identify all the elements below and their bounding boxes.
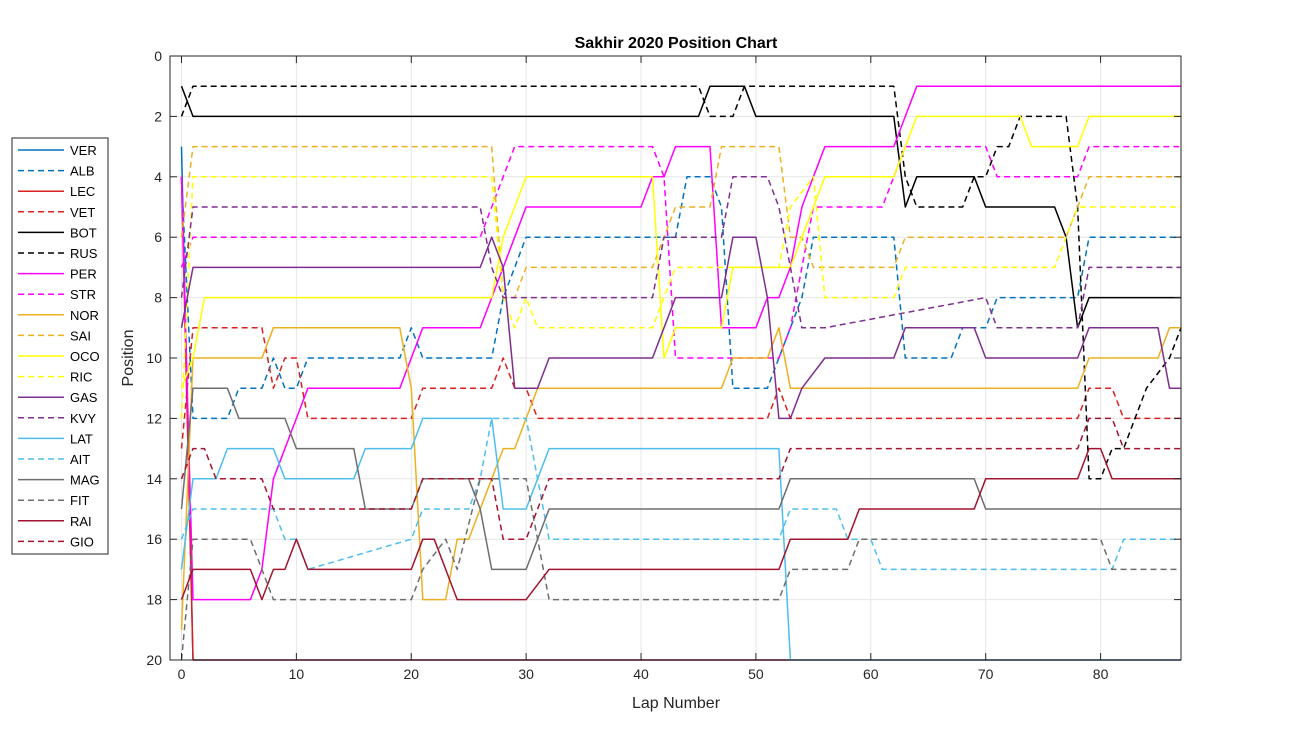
x-tick-label: 60: [863, 666, 879, 682]
y-axis-title: Position: [120, 330, 137, 387]
y-tick-label: 12: [146, 410, 162, 426]
legend-label-lec: LEC: [70, 184, 95, 199]
legend-box: [11, 137, 109, 555]
series-line-alb: [180, 176, 1181, 420]
legend: VER ALB LEC VET BOT RUS PER STR NOR SAI OCO RIC GAS K…: [11, 137, 109, 555]
series-line-str: [180, 145, 1181, 359]
series-line-per: [180, 85, 1181, 601]
legend-label-fit: FIT: [70, 493, 90, 508]
legend-label-gio: GIO: [70, 534, 94, 549]
legend-label-per: PER: [70, 267, 97, 282]
y-tick-label: 18: [146, 592, 162, 608]
series-line-bot: [180, 85, 1181, 329]
legend-label-bot: BOT: [70, 225, 97, 240]
legend-label-rai: RAI: [70, 514, 92, 529]
series-line-ait: [180, 417, 1181, 571]
legend-label-lat: LAT: [70, 431, 93, 446]
legend-label-sai: SAI: [70, 328, 91, 343]
legend-label-ait: AIT: [70, 452, 90, 467]
series-line-rai: [180, 447, 1181, 601]
chart-title: Sakhir 2020 Position Chart: [575, 35, 778, 52]
y-tick-label: 0: [154, 48, 162, 64]
y-tick-label: 16: [146, 531, 162, 547]
series-line-vet: [180, 327, 1181, 449]
x-tick-label: 70: [978, 666, 994, 682]
x-tick-label: 20: [403, 666, 419, 682]
x-tick-label: 40: [633, 666, 649, 682]
series-line-nor: [180, 327, 1181, 630]
y-tick-label: 10: [146, 350, 162, 366]
series-line-gas: [180, 236, 1181, 420]
axis-ticks: 0 10 20 30 40 50 60 70 80 0 2 4 6 8 10 12 14 16 18 20: [146, 48, 1181, 682]
y-tick-label: 14: [146, 471, 162, 487]
x-axis-title: Lap Number: [632, 695, 721, 712]
x-tick-label: 30: [518, 666, 534, 682]
legend-label-str: STR: [70, 287, 96, 302]
series-line-rus: [180, 85, 1182, 480]
y-tick-label: 4: [154, 169, 162, 185]
legend-label-vet: VET: [70, 205, 95, 220]
y-tick-label: 8: [154, 290, 162, 306]
legend-label-ric: RIC: [70, 370, 92, 385]
series-line-lat: [180, 417, 1181, 661]
legend-label-mag: MAG: [70, 473, 100, 488]
series-line-kvy: [180, 176, 1181, 329]
y-tick-label: 2: [154, 108, 162, 124]
legend-label-kvy: KVY: [70, 411, 96, 426]
series-lines: [180, 85, 1182, 661]
x-tick-label: 0: [178, 666, 186, 682]
legend-label-rus: RUS: [70, 246, 98, 261]
series-line-sai: [180, 145, 1181, 299]
legend-label-nor: NOR: [70, 308, 99, 323]
x-tick-label: 10: [289, 666, 305, 682]
x-tick-label: 50: [748, 666, 764, 682]
legend-label-alb: ALB: [70, 164, 95, 179]
series-line-oco: [180, 115, 1181, 389]
x-tick-label: 80: [1093, 666, 1109, 682]
series-line-fit: [180, 478, 1181, 661]
series-line-gio: [180, 417, 1181, 540]
y-tick-label: 6: [154, 229, 162, 245]
legend-label-gas: GAS: [70, 390, 98, 405]
legend-label-oco: OCO: [70, 349, 100, 364]
legend-label-ver: VER: [70, 143, 97, 158]
y-tick-label: 20: [146, 652, 162, 668]
